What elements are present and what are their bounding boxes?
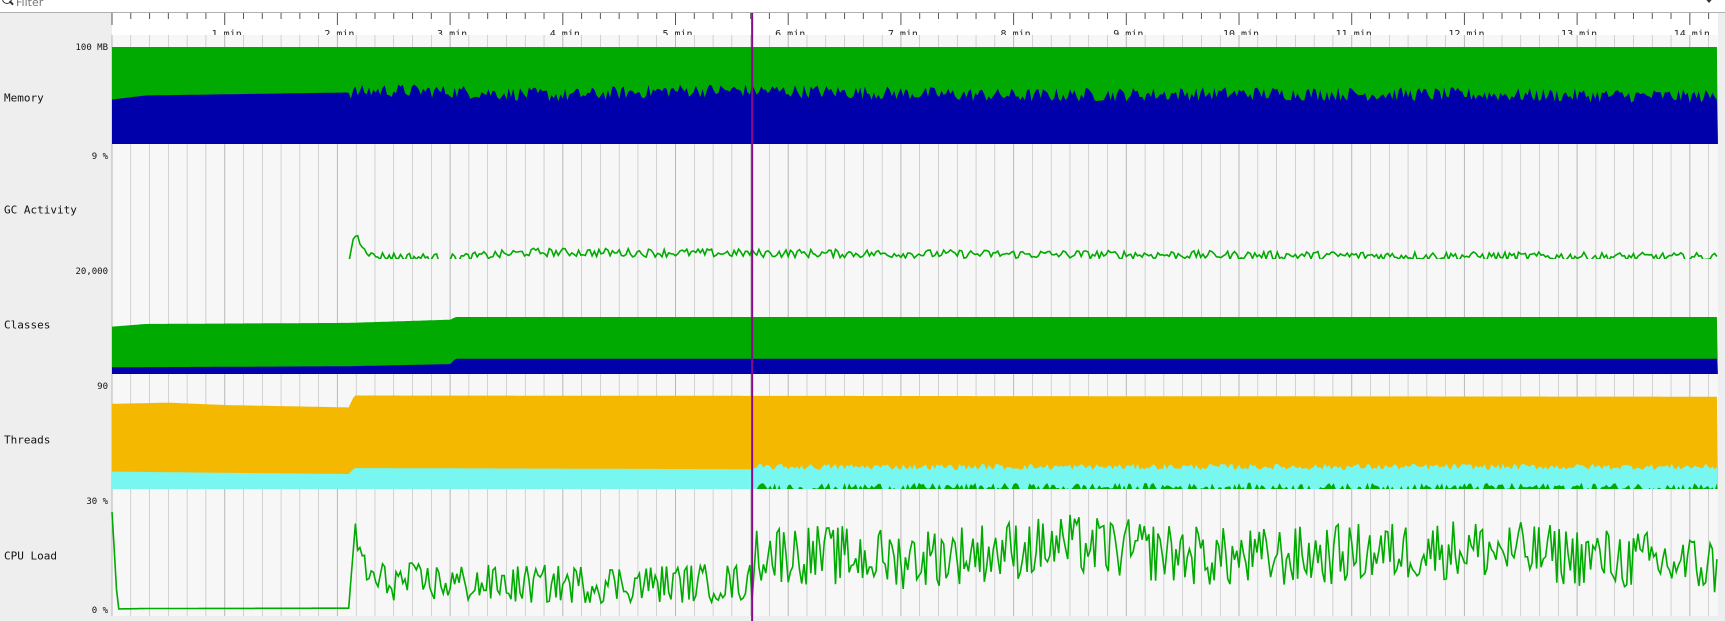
y-top-label: 20,000 <box>75 267 108 277</box>
time-tick-label: 5 min <box>662 29 692 40</box>
time-tick-label: 8 min <box>1001 29 1031 40</box>
chart-title: Memory <box>4 92 44 105</box>
time-tick-label: 10 min <box>1223 29 1259 40</box>
time-tick-label: 4 min <box>550 29 580 40</box>
series-area-runnable <box>112 463 1718 493</box>
time-tick-label: 12 min <box>1448 29 1484 40</box>
time-tick-label: 7 min <box>888 29 918 40</box>
series-line-cpu <box>111 511 1718 610</box>
chart-title: GC Activity <box>4 204 77 217</box>
time-tick-label: 14 min <box>1674 29 1710 40</box>
series-line-gc <box>112 234 1718 264</box>
time-tick-label: 3 min <box>437 29 467 40</box>
chart-title: Threads <box>4 434 50 447</box>
series-area-used <box>112 84 1718 148</box>
time-ruler <box>112 13 1718 39</box>
chevron-down-icon[interactable] <box>1703 0 1715 3</box>
time-tick-label: 9 min <box>1113 29 1143 40</box>
y-bottom-label: 0 % <box>92 606 109 616</box>
y-top-label: 90 <box>97 382 108 392</box>
y-top-label: 30 % <box>86 497 108 507</box>
search-icon <box>2 0 12 4</box>
time-tick-label: 13 min <box>1561 29 1597 40</box>
y-top-label: 9 % <box>92 152 109 162</box>
y-top-label: 100 MB <box>75 43 108 53</box>
series-area-unloaded <box>112 358 1718 378</box>
time-tick-label: 2 min <box>324 29 354 40</box>
time-tick-label: 6 min <box>775 29 805 40</box>
timeline-chart: 1 min 2 min 3 min 4 min 5 min 6 min 7 min 8 min… <box>0 13 1725 621</box>
time-tick-label: 1 min <box>212 29 242 40</box>
filter-bar <box>0 0 1725 13</box>
time-tick-label: 11 min <box>1336 29 1372 40</box>
chart-title: CPU Load <box>4 550 57 563</box>
chart-title: Classes <box>4 319 50 332</box>
filter-input[interactable] <box>16 0 1696 9</box>
chart-plot-area <box>112 144 1718 269</box>
